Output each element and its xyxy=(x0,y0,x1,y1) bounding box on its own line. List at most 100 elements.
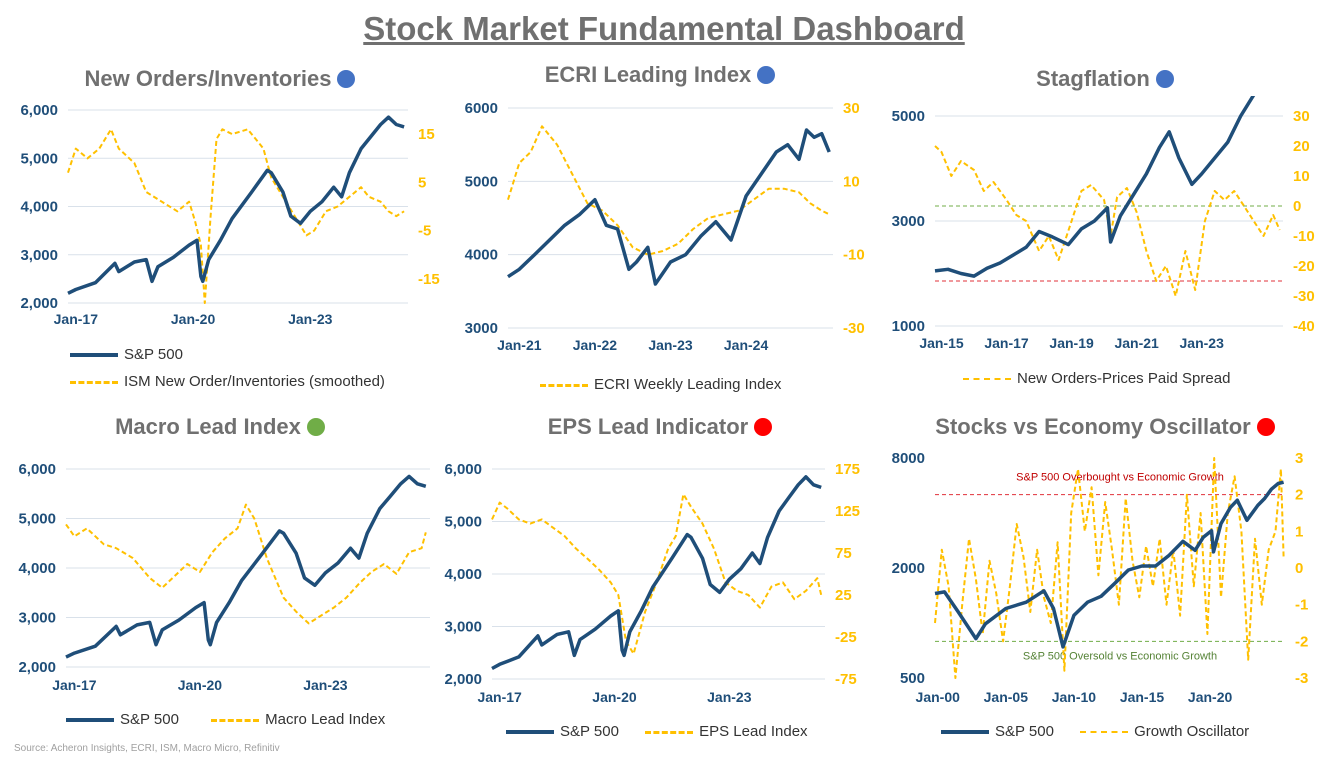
y-right-tick-label: -20 xyxy=(1293,258,1315,275)
y-right-tick-label: 5 xyxy=(418,174,426,191)
y-right-tick-label: 125 xyxy=(835,503,860,520)
x-tick-label: Jan-17 xyxy=(984,335,1029,351)
panel-macro-lead-index: Macro Lead Index 2,000 3,000 4,000 5,000 6,0… xyxy=(0,414,440,744)
y-right-tick-label: -15 xyxy=(418,271,440,288)
status-dot xyxy=(757,66,776,84)
series-line-indicator xyxy=(934,457,1285,679)
y-right-tick-label: 0 xyxy=(1293,198,1301,215)
legend-swatch-solid xyxy=(506,730,554,735)
chart-legend: S&P 500 ISM New Order/Inventories (smoot… xyxy=(70,346,385,390)
panel-ecri-leading-index: ECRI Leading Index 3000 4000 5000 6000 -30 -1… xyxy=(440,62,880,401)
legend-label: S&P 500 xyxy=(120,711,179,728)
y-right-tick-label: 30 xyxy=(1293,108,1310,125)
chart-macro-lead-index: 2,000 3,000 4,000 5,000 6,000 Jan-17 Jan-20 Jan… xyxy=(18,461,430,693)
chart-legend: S&P 500 Macro Lead Index xyxy=(66,711,385,728)
y-left-tick-label: 2000 xyxy=(892,560,925,577)
legend-item-indicator: Growth Oscillator xyxy=(1080,723,1249,740)
x-tick-label: Jan-23 xyxy=(303,677,348,693)
x-tick-label: Jan-17 xyxy=(52,677,97,693)
y-right-tick-label: -3 xyxy=(1295,670,1308,687)
legend-item-indicator: EPS Lead Index xyxy=(645,723,808,740)
status-dot xyxy=(1256,418,1275,436)
y-left-tick-label: 8000 xyxy=(892,450,925,467)
y-left-tick-label: 5000 xyxy=(892,108,925,125)
y-left-tick-label: 6,000 xyxy=(20,102,58,119)
dashboard-title: Stock Market Fundamental Dashboard xyxy=(363,10,965,47)
legend-label: Macro Lead Index xyxy=(265,711,386,728)
y-right-tick-label: -2 xyxy=(1295,633,1308,650)
panel-eps-lead-indicator: EPS Lead Indicator 2,000 3,000 4,000 5,000 6… xyxy=(440,414,880,744)
y-left-tick-label: 4,000 xyxy=(444,566,482,583)
x-tick-label: Jan-17 xyxy=(54,311,99,327)
legend-label: S&P 500 xyxy=(995,723,1054,740)
legend-item-sp500: S&P 500 xyxy=(941,723,1054,740)
legend-item-indicator: ISM New Order/Inventories (smoothed) xyxy=(70,373,385,390)
y-right-tick-label: 25 xyxy=(835,587,852,604)
chart-stagflation: 1000 3000 5000 -40 -30 -20 -10 0 10 20 30 Jan-15 Jan… xyxy=(892,96,1315,351)
series-line-indicator xyxy=(67,128,405,304)
legend-label: S&P 500 xyxy=(560,723,619,740)
legend-item-sp500: S&P 500 xyxy=(70,346,385,363)
y-left-tick-label: 6,000 xyxy=(18,461,56,478)
panel-stagflation: Stagflation 1000 3000 5000 -40 -30 -20 -10 0 10 2… xyxy=(885,66,1325,401)
x-tick-label: Jan-20 xyxy=(592,689,637,705)
y-left-tick-label: 5,000 xyxy=(20,150,58,167)
x-tick-label: Jan-20 xyxy=(171,311,216,327)
legend-item-sp500: S&P 500 xyxy=(506,723,619,740)
y-right-tick-label: 3 xyxy=(1295,450,1303,467)
panel-title: Stagflation xyxy=(885,66,1325,92)
y-right-tick-label: -5 xyxy=(418,223,431,240)
x-tick-label: Jan-05 xyxy=(984,689,1029,705)
y-left-tick-label: 6,000 xyxy=(444,461,482,478)
legend-item-sp500: S&P 500 xyxy=(66,711,179,728)
legend-swatch-dashed xyxy=(540,383,588,387)
x-tick-label: Jan-24 xyxy=(724,337,769,353)
y-left-tick-label: 4,000 xyxy=(18,560,56,577)
legend-label: ECRI Weekly Leading Index xyxy=(594,376,782,393)
x-tick-label: Jan-19 xyxy=(1049,335,1094,351)
y-right-tick-label: -1 xyxy=(1295,597,1308,614)
y-right-tick-label: 175 xyxy=(835,461,860,478)
legend-label: New Orders-Prices Paid Spread xyxy=(1017,370,1231,387)
panel-title-text: New Orders/Inventories xyxy=(84,66,332,91)
panel-title: ECRI Leading Index xyxy=(440,62,880,88)
source-note: Source: Acheron Insights, ECRI, ISM, Mac… xyxy=(14,743,280,754)
y-left-tick-label: 6000 xyxy=(465,100,498,117)
y-right-tick-label: -75 xyxy=(835,671,857,688)
panel-title-text: Stagflation xyxy=(1036,66,1150,91)
y-left-tick-label: 2,000 xyxy=(20,295,58,312)
y-right-tick-label: 1 xyxy=(1295,523,1303,540)
legend-swatch-solid xyxy=(66,718,114,723)
reference-line-label: S&P 500 Overbought vs Economic Growth xyxy=(1016,472,1224,484)
legend-item-indicator: ECRI Weekly Leading Index xyxy=(540,376,781,393)
legend-swatch-solid xyxy=(70,353,118,358)
chart-legend: S&P 500 Growth Oscillator xyxy=(941,723,1249,740)
x-tick-label: Jan-00 xyxy=(916,689,961,705)
y-left-tick-label: 3,000 xyxy=(444,619,482,636)
legend-swatch-dashed xyxy=(70,380,118,384)
y-right-tick-label: -30 xyxy=(843,320,865,337)
panel-stocks-vs-economy-oscillator: Stocks vs Economy Oscillator 500 2000 8000… xyxy=(885,414,1325,744)
y-right-tick-label: -30 xyxy=(1293,288,1315,305)
legend-item-indicator: Macro Lead Index xyxy=(211,711,385,728)
y-right-tick-label: -10 xyxy=(843,247,865,264)
y-left-tick-label: 2,000 xyxy=(18,659,56,676)
x-tick-label: Jan-15 xyxy=(919,335,964,351)
y-right-tick-label: -25 xyxy=(835,629,857,646)
chart-new-orders-inventories: 2,000 3,000 4,000 5,000 6,000 -15 -5 5 15 Jan-17 J… xyxy=(20,102,440,327)
y-right-tick-label: 0 xyxy=(1295,560,1303,577)
y-left-tick-label: 5000 xyxy=(465,173,498,190)
y-left-tick-label: 2,000 xyxy=(444,671,482,688)
y-right-tick-label: 15 xyxy=(418,126,435,143)
y-right-tick-label: 2 xyxy=(1295,487,1303,504)
series-line-indicator xyxy=(934,145,1281,297)
status-dot xyxy=(1155,70,1174,88)
y-left-tick-label: 5,000 xyxy=(444,514,482,531)
y-left-tick-label: 1000 xyxy=(892,318,925,335)
y-right-tick-label: 10 xyxy=(843,173,860,190)
y-left-tick-label: 3000 xyxy=(892,213,925,230)
series-line-sp500 xyxy=(507,128,831,286)
x-tick-label: Jan-20 xyxy=(1188,689,1233,705)
x-tick-label: Jan-23 xyxy=(1180,335,1225,351)
legend-item-indicator: New Orders-Prices Paid Spread xyxy=(963,370,1230,387)
